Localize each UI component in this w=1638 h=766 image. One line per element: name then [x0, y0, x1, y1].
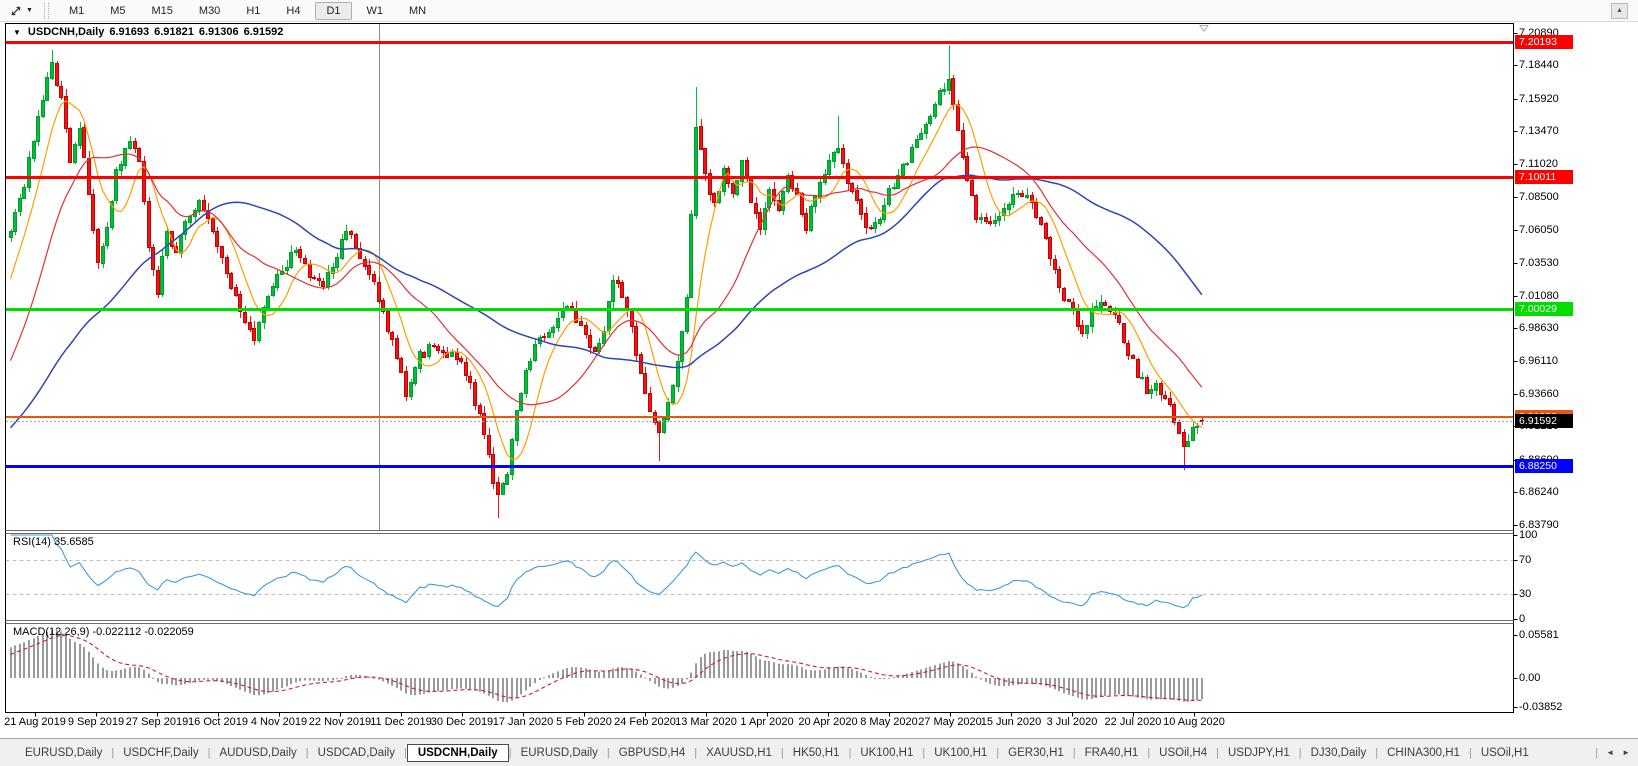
- scroll-up-button[interactable]: ▲: [1611, 2, 1628, 19]
- timeframe-button-M1[interactable]: M1: [58, 2, 95, 20]
- price-chart-canvas[interactable]: [0, 22, 1638, 738]
- chart-tab-UK100-H1[interactable]: UK100,H1: [934, 746, 988, 759]
- tab-separator: |: [848, 746, 852, 759]
- timeframe-buttons-group: M1 M5 M15 M30 H1 H4 D1 W1 MN: [56, 1, 439, 20]
- tabs-scroll-right-button[interactable]: ►: [1622, 748, 1630, 757]
- timeframe-button-H1[interactable]: H1: [235, 2, 271, 20]
- tab-separator: |: [996, 746, 1000, 759]
- tab-separator: |: [207, 746, 211, 759]
- chart-tab-EURUSD-Daily[interactable]: EURUSD,Daily: [520, 746, 598, 759]
- tab-separator: |: [922, 746, 926, 759]
- timeframe-button-M15[interactable]: M15: [141, 2, 184, 20]
- tabs-arrows-separator: |: [1595, 746, 1599, 759]
- tabs-scroll-arrows: | ◄ ►: [1595, 747, 1630, 759]
- tab-separator: |: [606, 746, 610, 759]
- chart-tab-XAUUSD-H1[interactable]: XAUUSD,H1: [706, 746, 772, 759]
- timeframe-button-H4[interactable]: H4: [275, 2, 311, 20]
- chart-tab-CHINA300-H1[interactable]: CHINA300,H1: [1387, 746, 1460, 759]
- crosshair-diagonal-icon: [11, 6, 21, 15]
- chart-tabs-bar: EURUSD,Daily | USDCHF,Daily | AUDUSD,Daily | U…: [0, 738, 1638, 766]
- chart-tab-USDCHF-Daily[interactable]: USDCHF,Daily: [123, 746, 199, 759]
- chart-tab-FRA40-H1[interactable]: FRA40,H1: [1084, 746, 1139, 759]
- tab-separator: |: [1072, 746, 1076, 759]
- chart-tab-USDJPY-H1[interactable]: USDJPY,H1: [1227, 746, 1290, 759]
- tab-separator: |: [1216, 746, 1219, 759]
- chart-tab-USDCAD-Daily[interactable]: USDCAD,Daily: [317, 746, 395, 759]
- chart-tab-HK50-H1[interactable]: HK50,H1: [792, 746, 840, 759]
- chart-tab-EURUSD-Daily[interactable]: EURUSD,Daily: [25, 746, 103, 759]
- tab-separator: |: [780, 746, 784, 759]
- timeframe-toolbar: ▼ M1 M5 M15 M30 H1 H4 D1 W1 MN ▲: [0, 0, 1638, 22]
- chart-tab-USOil-H4[interactable]: USOil,H4: [1159, 746, 1208, 759]
- timeframe-button-M30[interactable]: M30: [188, 2, 231, 20]
- chart-tab-DJ30-Daily[interactable]: DJ30,Daily: [1310, 746, 1367, 759]
- tab-separator: |: [508, 746, 512, 759]
- tab-separator: |: [1298, 746, 1302, 759]
- chart-tab-UK100-H1[interactable]: UK100,H1: [860, 746, 914, 759]
- tab-separator: |: [694, 746, 698, 759]
- tab-separator: |: [403, 746, 407, 759]
- timeframe-button-D1[interactable]: D1: [315, 2, 352, 20]
- chart-tab-USOil-H1[interactable]: USOil,H1: [1480, 746, 1529, 759]
- timeframe-button-M5[interactable]: M5: [99, 2, 136, 20]
- chart-tab-USDCNH-Daily[interactable]: USDCNH,Daily: [406, 743, 509, 762]
- tab-separator: |: [1375, 746, 1379, 759]
- chart-tab-AUDUSD-Daily[interactable]: AUDUSD,Daily: [219, 746, 297, 759]
- tab-separator: |: [305, 746, 309, 759]
- tab-separator: |: [1147, 746, 1151, 759]
- chart-tabs-group: EURUSD,Daily | USDCHF,Daily | AUDUSD,Daily | U…: [16, 743, 1538, 762]
- chart-tab-GBPUSD-H4[interactable]: GBPUSD,H4: [618, 746, 686, 759]
- crosshair-tool-button[interactable]: ▼: [4, 2, 38, 20]
- tabs-scroll-left-button[interactable]: ◄: [1606, 748, 1615, 757]
- chart-tab-GER30-H1[interactable]: GER30,H1: [1008, 746, 1064, 759]
- timeframe-button-W1[interactable]: W1: [356, 2, 395, 20]
- tab-separator: |: [1468, 746, 1472, 759]
- timeframe-button-MN[interactable]: MN: [398, 2, 437, 20]
- toolbar-grip: [43, 2, 49, 19]
- tab-separator: |: [111, 746, 115, 759]
- dropdown-caret-icon: ▼: [26, 7, 33, 14]
